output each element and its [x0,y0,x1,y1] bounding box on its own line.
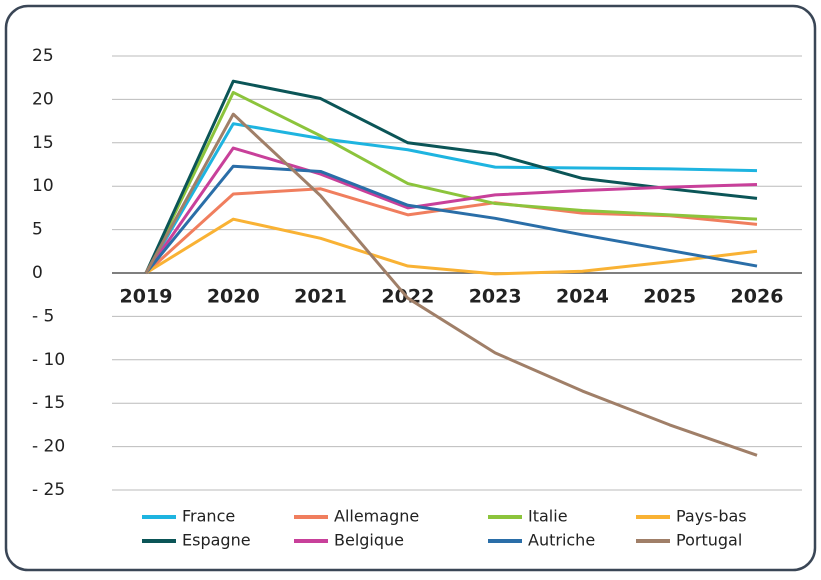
y-tick-label: 15 [32,133,54,153]
y-tick-label: 25 [32,46,54,66]
y-tick-label: - 25 [32,480,65,500]
y-tick-label: 20 [32,89,54,109]
series-line [144,146,758,274]
legend-label: Pays-bas [676,507,747,526]
legend-label: Portugal [676,531,742,550]
x-tick-label: 2021 [294,286,347,308]
x-tick-label: 2026 [731,286,784,308]
y-tick-label: 10 [32,176,54,196]
series-line [145,217,758,276]
y-tick-label: 0 [32,263,43,283]
y-tick-label: 5 [32,220,43,240]
x-tick-label: 2025 [643,286,696,308]
x-tick-label: 2024 [556,286,609,308]
y-tick-label: - 15 [32,393,65,413]
legend-label: France [182,507,235,526]
x-tick-label: 2020 [207,286,260,308]
legend-label: Espagne [182,531,251,550]
series-line [144,90,758,274]
y-tick-label: - 20 [32,437,65,457]
series-line [144,164,758,274]
series-line [144,112,758,457]
x-tick-label: 2023 [469,286,522,308]
legend-label: Autriche [528,531,595,550]
y-tick-label: - 5 [32,306,54,326]
legend-label: Belgique [334,531,404,550]
legend-label: Allemagne [334,507,419,526]
x-tick-label: 2019 [120,286,173,308]
y-tick-label: - 10 [32,350,65,370]
legend-label: Italie [528,507,568,526]
